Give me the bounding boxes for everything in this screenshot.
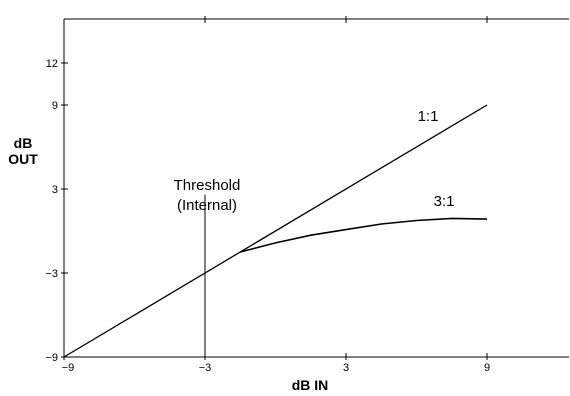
x-axis-title: dB IN: [292, 377, 329, 393]
y-tick-label: 12: [46, 58, 58, 70]
y-axis-title: OUT: [8, 151, 38, 167]
ticks: −9 −3 3 9 −9 −3 3 9 12: [45, 16, 490, 374]
y-tick-label: −3: [45, 268, 58, 280]
y-tick-label: 3: [52, 184, 58, 196]
series-line-3-1: [240, 217, 488, 253]
axes: [63, 18, 569, 358]
annotations: Threshold (Internal): [174, 177, 241, 357]
x-tick-label: −9: [62, 362, 75, 374]
x-tick-label: 3: [343, 362, 349, 374]
x-tick-label: 9: [484, 362, 490, 374]
series-label-1-1: 1:1: [418, 108, 439, 125]
y-axis-title: dB: [14, 135, 33, 151]
series-label-3-1: 3:1: [434, 193, 455, 210]
threshold-label: Threshold: [174, 177, 241, 194]
y-tick-label: −9: [45, 352, 58, 364]
series-lines: [63, 104, 488, 358]
y-tick-label: 9: [52, 100, 58, 112]
series-line-1-1: [63, 104, 488, 358]
threshold-label: (Internal): [177, 197, 237, 214]
x-tick-label: −3: [199, 362, 212, 374]
